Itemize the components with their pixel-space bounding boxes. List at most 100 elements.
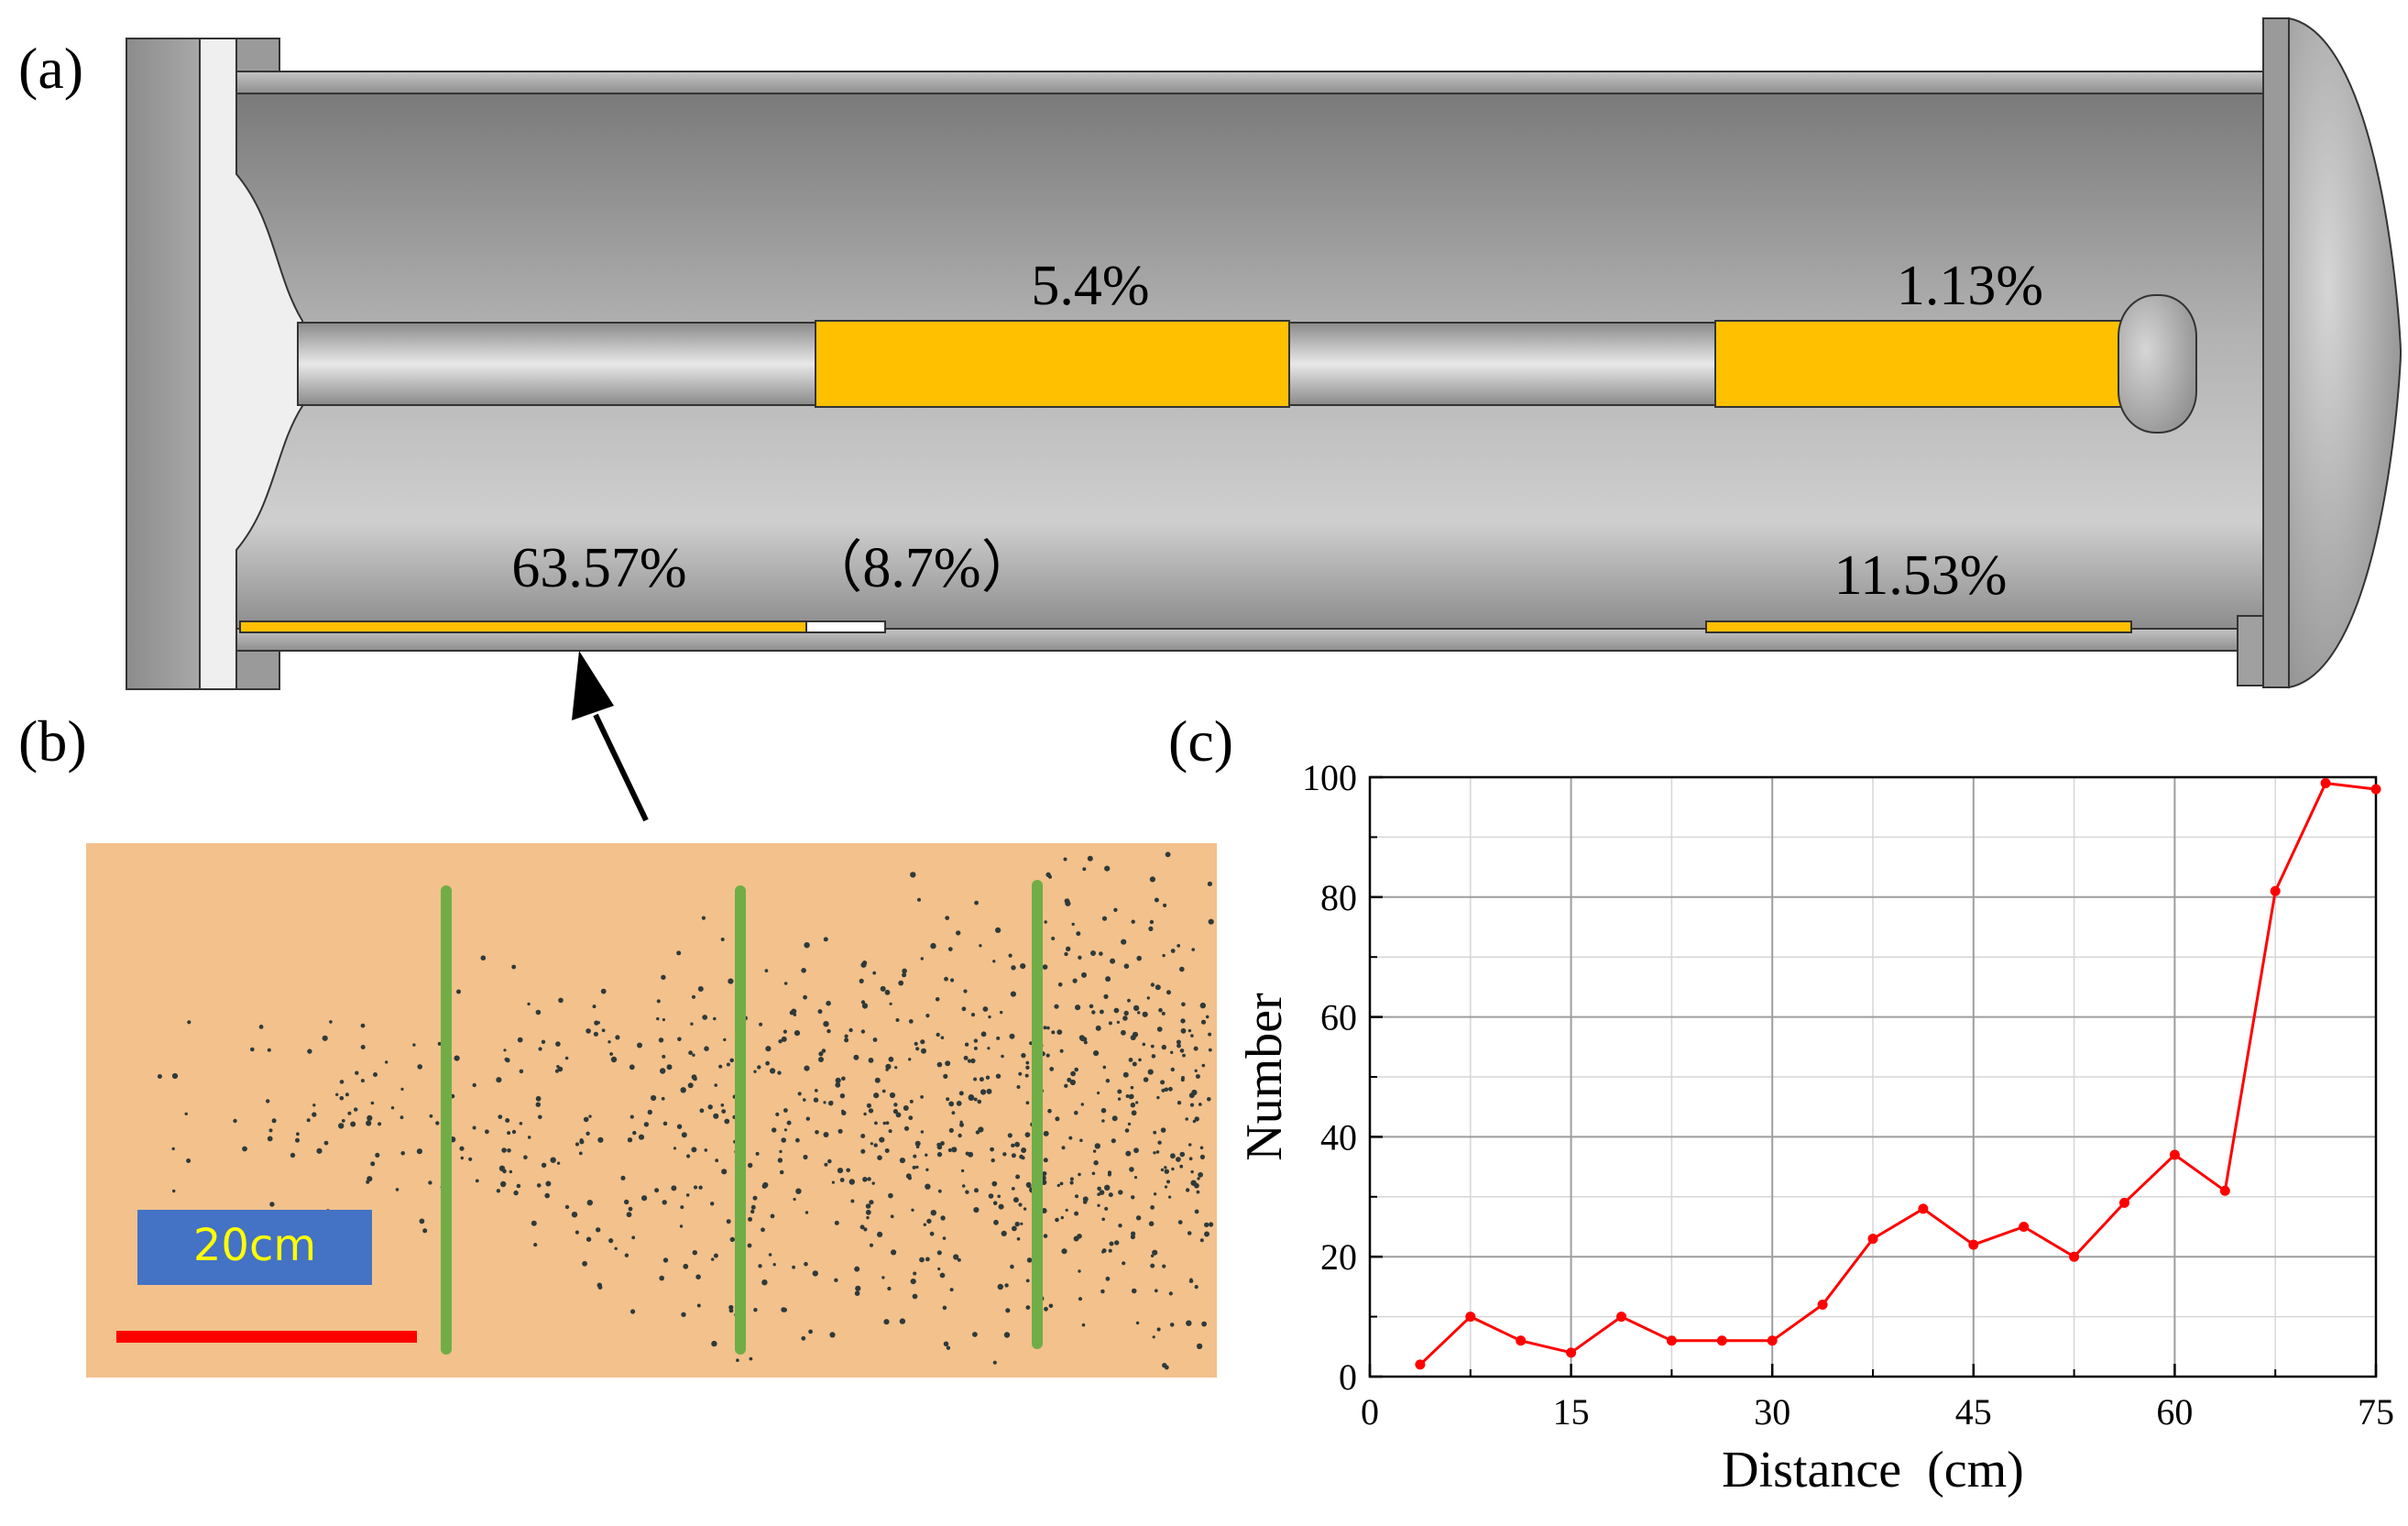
particle-dot <box>884 989 891 995</box>
particle-dot <box>1190 1169 1194 1174</box>
particle-dot <box>755 1151 760 1156</box>
particle-dot <box>1087 855 1093 862</box>
particle-dot <box>341 1119 345 1123</box>
particle-dot <box>475 1179 479 1183</box>
particle-dot <box>736 1358 739 1362</box>
data-point <box>1566 1347 1577 1358</box>
particle-dot <box>1168 1086 1173 1092</box>
particle-dot <box>761 1279 768 1286</box>
particle-dot <box>588 1114 592 1118</box>
data-point <box>2270 885 2281 896</box>
particle-dot <box>312 1112 317 1117</box>
particle-dot <box>936 1061 943 1068</box>
particle-dot <box>887 1286 892 1291</box>
particle-dot <box>726 1219 731 1224</box>
particle-dot <box>804 1261 808 1267</box>
particle-dot <box>597 1136 604 1143</box>
particle-dot <box>631 1235 636 1240</box>
particle-dot <box>1170 1067 1176 1072</box>
particle-dot <box>1181 1076 1185 1080</box>
particle-dot <box>959 1120 963 1124</box>
particle-dot <box>480 955 487 961</box>
particle-dot <box>582 1260 587 1267</box>
particle-dot <box>661 974 666 981</box>
particle-dot <box>1196 1343 1203 1350</box>
particle-dot <box>416 1148 422 1155</box>
particle-dot <box>835 1081 841 1088</box>
particle-dot <box>1015 1174 1021 1180</box>
wall-deposit-gap <box>805 620 886 633</box>
particle-dot <box>942 1305 947 1311</box>
particle-dot <box>571 1212 578 1218</box>
particle-dot <box>535 1009 542 1016</box>
particle-dot <box>1016 1237 1021 1241</box>
particle-dot <box>1123 1010 1129 1016</box>
particle-dot <box>454 1055 460 1061</box>
particle-dot <box>923 1223 926 1226</box>
particle-dot <box>1042 1171 1047 1176</box>
data-point <box>1767 1335 1778 1346</box>
particle-dot <box>1047 1108 1052 1114</box>
particle-dot <box>1099 951 1103 956</box>
particle-dot <box>951 1111 956 1115</box>
particle-dot <box>925 1153 928 1157</box>
particle-dot <box>920 1130 925 1134</box>
particle-dot <box>1063 857 1067 862</box>
particle-dot <box>242 1146 247 1152</box>
particle-dot <box>1208 1048 1212 1052</box>
particle-dot <box>908 1115 914 1121</box>
particle-dot <box>350 1121 356 1127</box>
particle-dot <box>1011 1187 1015 1191</box>
particle-dot <box>1042 964 1048 970</box>
particle-dot <box>1025 1060 1030 1065</box>
particle-dot <box>1197 1177 1200 1180</box>
particle-dot <box>400 1151 406 1156</box>
particle-dot <box>860 1000 866 1005</box>
particle-dot <box>728 1304 734 1311</box>
left-flange-lip-top <box>233 38 280 72</box>
y-tick-label: 80 <box>1320 877 1357 918</box>
particle-dot <box>656 1016 660 1021</box>
particle-dot <box>795 1137 800 1143</box>
particle-dot <box>720 1103 725 1107</box>
particle-dot <box>925 1183 931 1190</box>
series-points <box>1415 778 2381 1370</box>
particle-dot <box>699 1108 705 1114</box>
particle-dot <box>992 960 996 963</box>
particle-dot <box>783 982 788 985</box>
particle-dot <box>1008 953 1012 958</box>
particle-dot <box>917 897 921 902</box>
particle-dot <box>614 1246 618 1251</box>
particle-dot <box>1188 1092 1195 1099</box>
particle-dot <box>914 1041 918 1046</box>
particle-dot <box>899 1158 906 1164</box>
particle-dot <box>750 1209 755 1214</box>
particle-dot <box>688 1050 693 1056</box>
particle-dot <box>882 1121 887 1125</box>
particle-dot <box>943 1073 948 1079</box>
particle-dot <box>902 972 907 978</box>
particle-dot <box>541 1162 547 1169</box>
particle-dot <box>877 1231 883 1237</box>
particle-dot <box>437 1041 442 1046</box>
particle-dot <box>1185 1188 1190 1192</box>
particle-dot <box>367 1114 373 1121</box>
particle-dot <box>1193 1046 1199 1051</box>
particle-dot <box>1099 1190 1105 1195</box>
particle-dot <box>1188 1028 1192 1033</box>
particle-dot <box>956 1101 962 1106</box>
particle-dot <box>885 1063 892 1070</box>
particle-dot <box>295 1137 300 1143</box>
scale-label-box <box>137 1210 372 1285</box>
particle-dot <box>628 1206 633 1212</box>
particle-dot <box>711 1340 717 1347</box>
particle-dot <box>692 1250 697 1256</box>
particle-dot <box>889 1002 892 1005</box>
particle-dot <box>1208 1032 1212 1037</box>
particle-dot <box>863 1227 868 1232</box>
particle-dot <box>1191 948 1195 951</box>
particle-dot <box>1079 1138 1083 1143</box>
particle-dot <box>511 1129 517 1135</box>
particle-dot <box>1076 931 1081 937</box>
particle-dot <box>544 1192 550 1199</box>
